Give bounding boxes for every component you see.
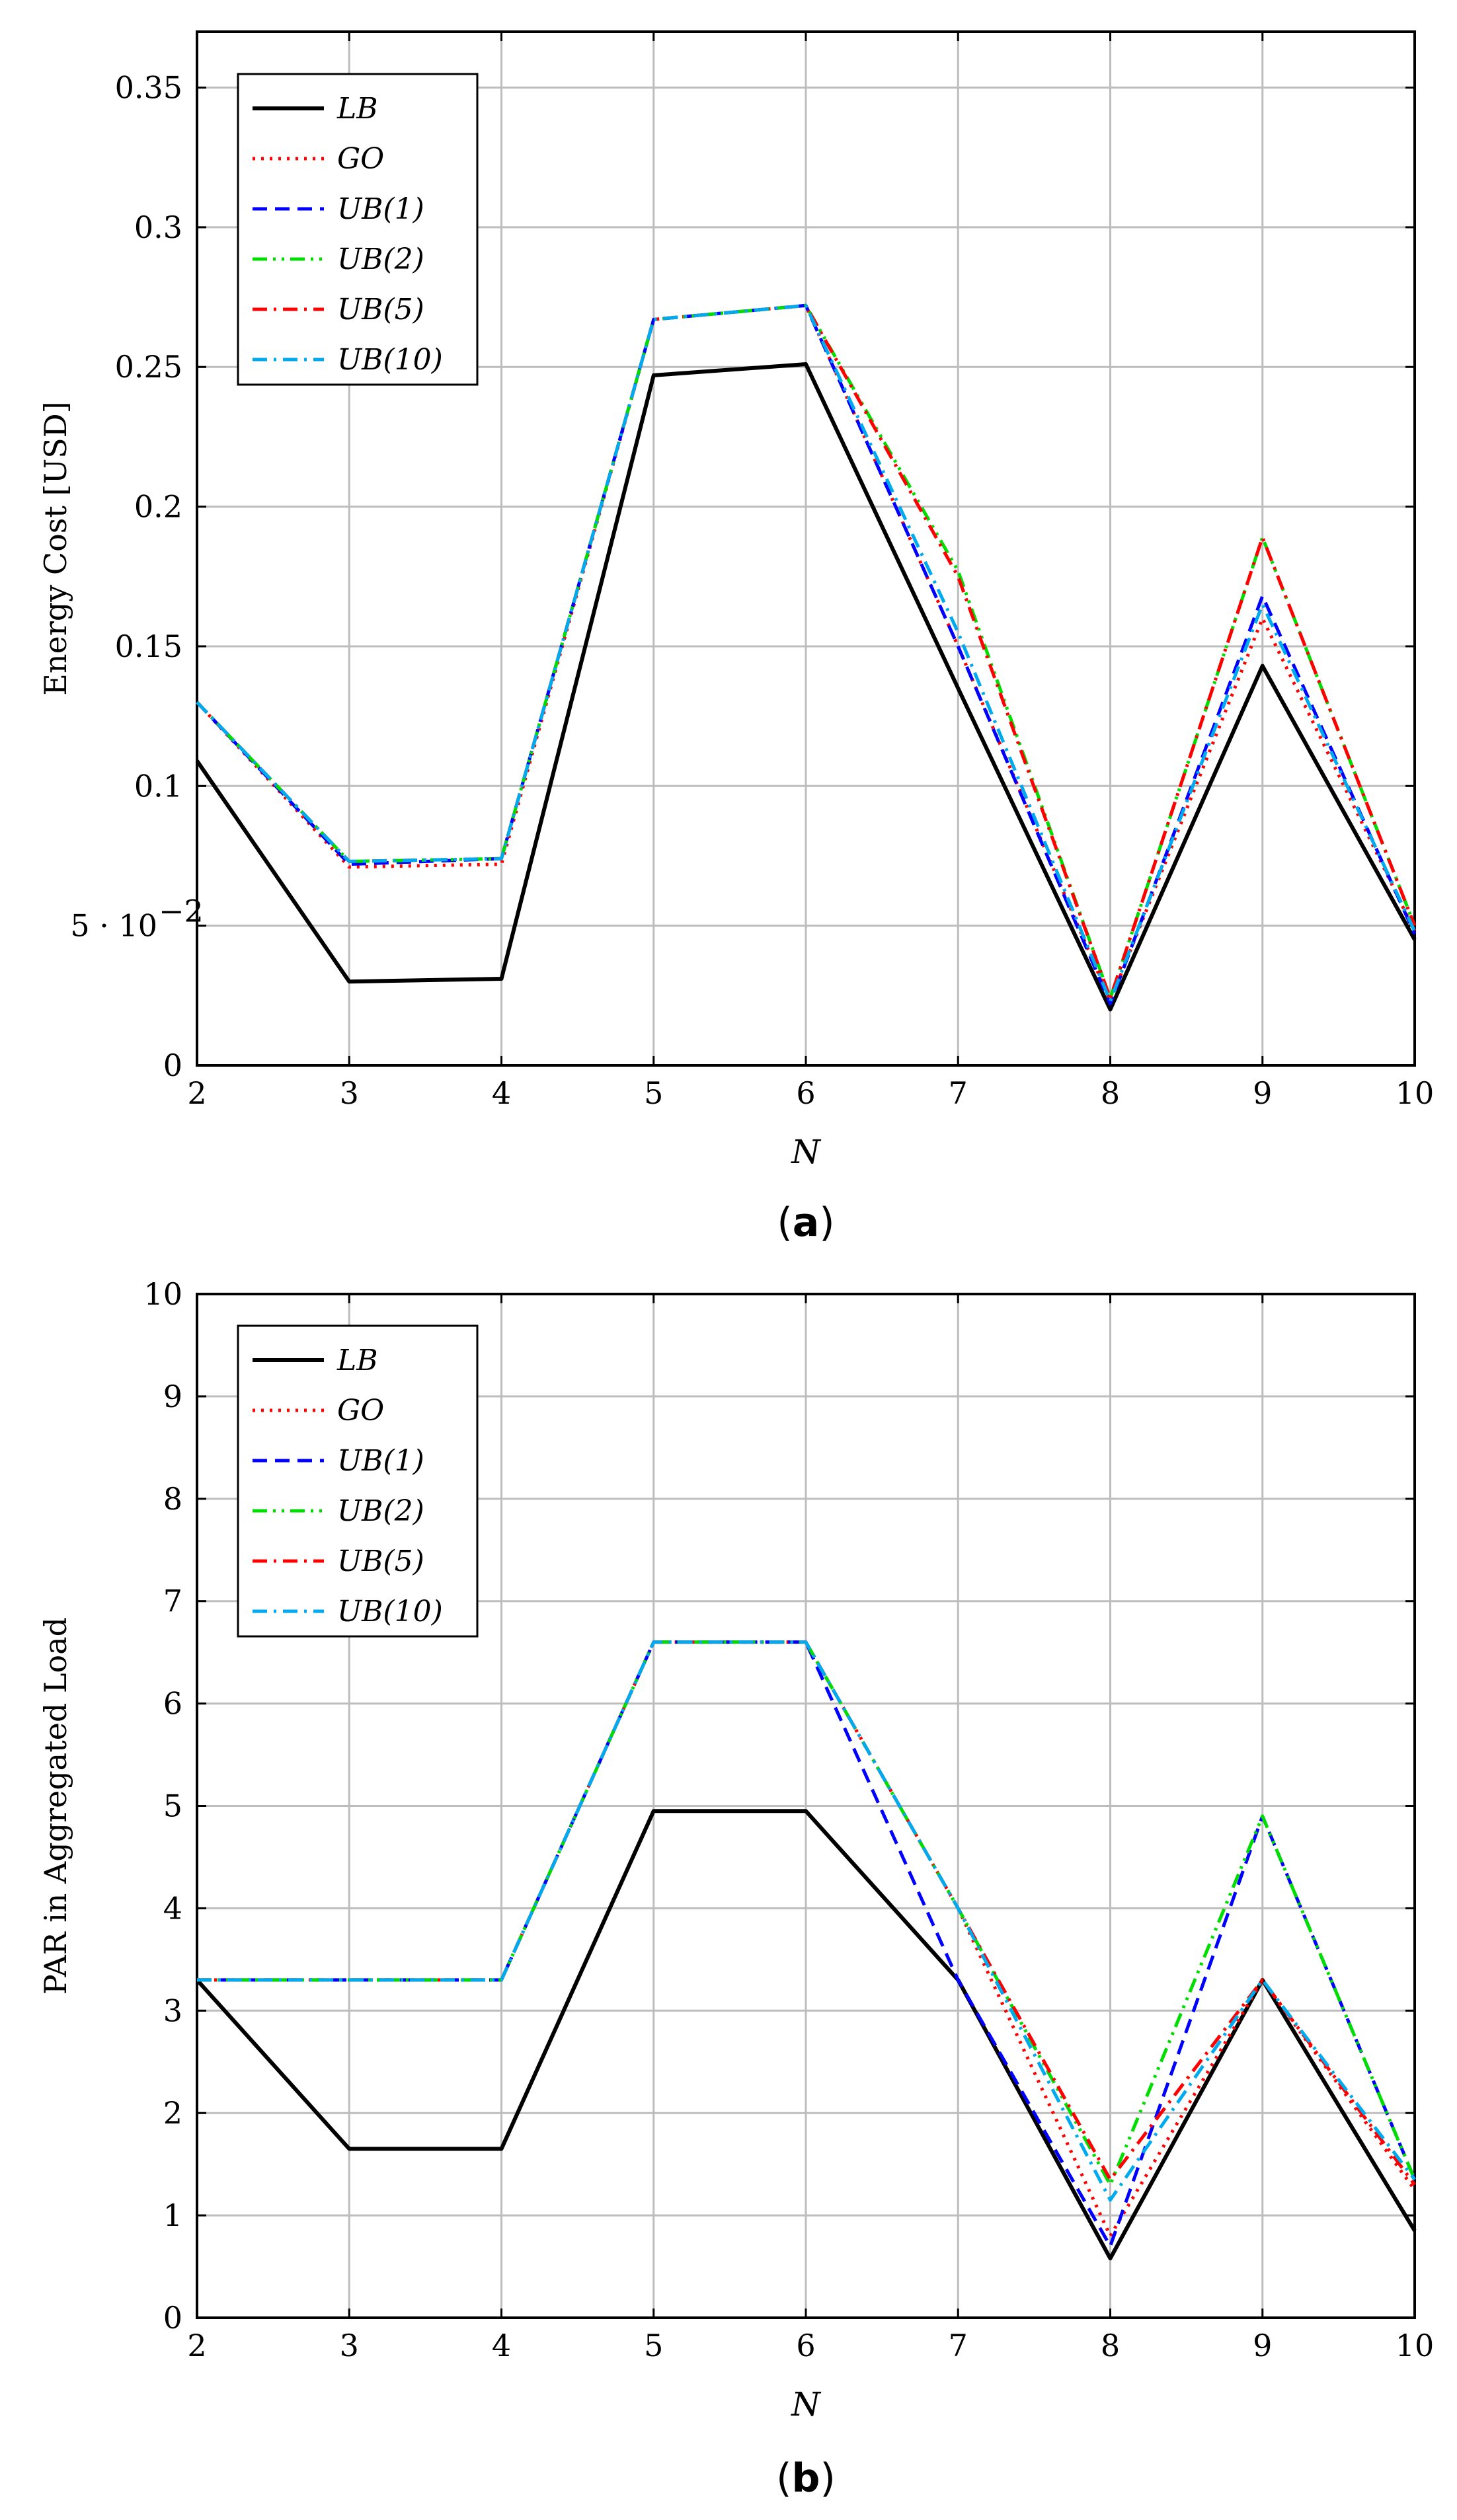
legend-box [237, 1324, 479, 1638]
y-tick-label: 5 [163, 1788, 182, 1824]
x-tick-label: 8 [1101, 2328, 1120, 2363]
series-line-ub10 [197, 1640, 1416, 2202]
legend-entry-label: UB(10) [337, 1595, 443, 1628]
y-tick-label: 0.1 [134, 768, 182, 804]
legend-box [237, 73, 479, 386]
y-tick-label: 10 [143, 1276, 182, 1312]
x-tick-label: 7 [949, 1075, 968, 1111]
y-tick-label: 0.3 [134, 210, 182, 245]
legend-entry-label: UB(10) [337, 343, 443, 377]
y-tick-label: 0.15 [115, 629, 182, 664]
x-tick-label: 6 [796, 2328, 815, 2363]
legend-entry-label: LB [336, 1344, 378, 1377]
y-tick-label: 4 [163, 1890, 182, 1926]
x-tick-label: 9 [1253, 1075, 1272, 1111]
legend: LB GO UB(1) UB(2) UB(5) UB(10) [237, 1324, 479, 1638]
legend-entry-label: UB(2) [337, 243, 424, 276]
legend: LB GO UB(1) UB(2) UB(5) UB(10) [237, 73, 479, 386]
x-tick-label: 8 [1101, 1075, 1120, 1111]
y-tick-label: 0.2 [134, 489, 182, 525]
y-tick-label: 0.25 [115, 349, 182, 385]
x-tick-label: 10 [1396, 1075, 1435, 1111]
y-axis-label: PAR in Aggregated Load [38, 1617, 73, 1995]
legend-entry-label: UB(1) [337, 1444, 424, 1478]
series-line-lb [195, 362, 1417, 1012]
y-tick-label: 1 [163, 2197, 182, 2233]
legend-entry-label: GO [337, 1394, 384, 1428]
legend-entry-label: UB(2) [337, 1494, 424, 1528]
legend-entry-label: LB [336, 92, 378, 126]
y-tick-label: 7 [163, 1584, 182, 1619]
x-tick-label: 9 [1253, 2328, 1272, 2363]
chart-panel-b: 2 3 4 5 6 7 8 9 10 0 1 2 3 4 5 6 7 8 9 10 N PAR in Aggregated… [38, 1276, 1434, 2501]
x-tick-label: 3 [340, 2328, 359, 2363]
legend-entry-label: GO [337, 142, 384, 176]
x-tick-label: 4 [492, 2328, 511, 2363]
legend-entry-label: UB(1) [337, 192, 424, 226]
series-line-lb [195, 1809, 1417, 2261]
x-axis-label: N [791, 2385, 822, 2424]
y-tick-label: 5 · 10 [70, 908, 157, 944]
x-tick-label: 5 [644, 2328, 663, 2363]
y-tick-label: 2 [163, 2095, 182, 2131]
y-axis-label: Energy Cost [USD] [38, 401, 73, 695]
y-tick-label: 0.35 [115, 70, 182, 106]
x-tick-label: 2 [187, 1075, 206, 1111]
x-tick-label: 5 [644, 1075, 663, 1111]
series-lines [195, 303, 1417, 1012]
series-line-ub10 [196, 303, 1417, 1003]
legend-entry-label: UB(5) [337, 1545, 424, 1578]
x-tick-label: 3 [340, 1075, 359, 1111]
y-tick-exponent: −2 [159, 894, 204, 929]
ticks [196, 1293, 1416, 2319]
y-tick-label: 0 [163, 1048, 182, 1083]
x-tick-label: 10 [1396, 2328, 1435, 2363]
legend-entry-label: UB(5) [337, 293, 424, 326]
ticks [196, 32, 1416, 1067]
y-tick-label: 0 [163, 2300, 182, 2336]
series-line-ub2 [197, 1640, 1417, 2187]
x-tick-label: 6 [796, 1075, 815, 1111]
x-tick-label: 4 [492, 1075, 511, 1111]
y-tick-label: 8 [163, 1481, 182, 1517]
panel-label: (a) [777, 1200, 834, 1246]
panel-label: (b) [776, 2455, 836, 2501]
series-line-go [196, 303, 1417, 1003]
x-tick-label: 7 [949, 2328, 968, 2363]
series-lines [195, 1640, 1417, 2261]
y-tick-label: 9 [163, 1379, 182, 1414]
y-tick-label: 3 [163, 1993, 182, 2028]
x-tick-label: 2 [187, 2328, 206, 2363]
chart-panel-a: 2 3 4 5 6 7 8 9 10 0 5 · 10 −2 0.1 0.15 0.2 0.25 0.3 0.35… [38, 30, 1435, 1246]
x-axis-label: N [791, 1133, 822, 1171]
grid [196, 32, 1416, 1067]
y-tick-label: 6 [163, 1686, 182, 1722]
